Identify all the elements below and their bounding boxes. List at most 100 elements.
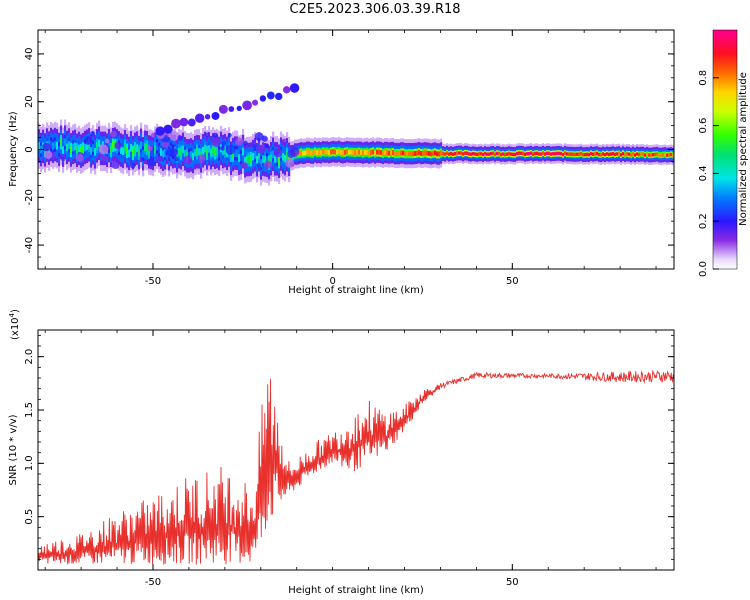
heatmap-cell xyxy=(556,151,559,156)
heatmap-cell xyxy=(276,155,279,163)
heatmap-blob xyxy=(104,138,110,144)
heatmap-cell xyxy=(514,152,517,157)
heatmap-blob xyxy=(228,106,235,112)
heatmap-cell xyxy=(348,149,351,155)
heatmap-cell xyxy=(190,151,193,159)
heatmap-cell xyxy=(112,140,115,149)
heatmap-cell xyxy=(82,145,85,154)
heatmap-cell xyxy=(350,149,353,155)
snr-multiplier-exp: 4 xyxy=(8,312,16,317)
heatmap-cell xyxy=(562,152,565,157)
heatmap-cell xyxy=(442,151,445,156)
heatmap-cell xyxy=(508,151,511,156)
heatmap-cell xyxy=(132,148,135,157)
heatmap-cell xyxy=(330,149,333,155)
heatmap-cell xyxy=(522,151,525,156)
heatmap-cell xyxy=(146,143,149,152)
heatmap-blob xyxy=(242,100,252,111)
heatmap-cell xyxy=(476,152,479,157)
heatmap-cell xyxy=(302,150,305,156)
heatmap-blob xyxy=(227,132,232,138)
heatmap-cell xyxy=(334,149,337,155)
heatmap-cell xyxy=(96,142,99,150)
heatmap-blob xyxy=(157,155,164,162)
heatmap-cell xyxy=(466,151,469,155)
heatmap-cell xyxy=(310,150,313,156)
heatmap-cell xyxy=(536,151,539,156)
heatmap-cell xyxy=(530,151,533,155)
heatmap-cell xyxy=(204,144,207,153)
heatmap-cell xyxy=(346,149,349,155)
heatmap-cell xyxy=(658,153,661,157)
heatmap-cell xyxy=(526,152,529,156)
heatmap-cell xyxy=(142,149,145,158)
heatmap-cell xyxy=(384,150,387,156)
heatmap-cell xyxy=(632,152,635,156)
heatmap-cell xyxy=(216,147,219,156)
heatmap-cell xyxy=(370,150,373,156)
heatmap-blob xyxy=(220,145,225,151)
heatmap-cell xyxy=(126,147,129,155)
heatmap-cell xyxy=(468,152,471,156)
heatmap-cell xyxy=(38,142,41,150)
heatmap-cell xyxy=(136,144,139,152)
heatmap-blob xyxy=(164,149,172,156)
heatmap-cell xyxy=(286,150,289,159)
heatmap-cell xyxy=(320,150,323,156)
snr-y-label: SNR (10 * v/v) xyxy=(8,414,19,485)
heatmap-cell xyxy=(498,151,501,156)
heatmap-cell xyxy=(218,149,221,158)
spectrogram-heatmap xyxy=(38,83,674,186)
heatmap-cell xyxy=(210,148,213,157)
heatmap-cell xyxy=(304,150,307,156)
heatmap-cell xyxy=(362,150,365,156)
heatmap-cell xyxy=(668,153,671,157)
heatmap-blob xyxy=(44,150,53,159)
heatmap-cell xyxy=(192,152,195,161)
heatmap-blob xyxy=(218,104,228,114)
heatmap-cell xyxy=(650,153,653,157)
heatmap-blob xyxy=(225,144,236,155)
heatmap-blob xyxy=(194,113,205,123)
heatmap-blob xyxy=(60,156,66,162)
heatmap-cell xyxy=(360,149,363,155)
colorbar-gradient xyxy=(712,29,738,270)
heatmap-blob xyxy=(150,132,156,138)
heatmap-cell xyxy=(376,149,379,155)
heatmap-cell xyxy=(588,152,591,157)
heatmap-cell xyxy=(494,152,497,157)
heatmap-cell xyxy=(242,147,245,156)
heatmap-blob xyxy=(110,130,117,138)
heatmap-cell xyxy=(624,152,627,157)
heatmap-blob xyxy=(42,142,51,152)
heatmap-cell xyxy=(642,152,645,156)
heatmap-cell xyxy=(214,148,217,157)
heatmap-cell xyxy=(92,144,95,152)
heatmap-cell xyxy=(152,149,155,158)
heatmap-cell xyxy=(60,138,63,147)
heatmap-blob xyxy=(221,141,227,146)
heatmap-cell xyxy=(364,150,367,155)
heatmap-cell xyxy=(332,149,335,154)
heatmap-blob xyxy=(89,131,96,137)
heatmap-cell xyxy=(652,152,655,157)
heatmap-blob xyxy=(198,154,206,162)
heatmap-cell xyxy=(552,152,555,156)
heatmap-cell xyxy=(434,150,437,156)
colorbar-tick-label: 0.4 xyxy=(698,165,709,181)
heatmap-blob xyxy=(183,155,193,165)
heatmap-cell xyxy=(324,149,327,155)
heatmap-cell xyxy=(446,151,449,155)
heatmap-cell xyxy=(458,151,461,155)
heatmap-cell xyxy=(620,153,623,157)
heatmap-cell xyxy=(460,151,463,155)
heatmap-blob xyxy=(256,163,261,168)
x-tick-label: 50 xyxy=(506,276,519,287)
heatmap-cell xyxy=(282,153,285,161)
heatmap-cell xyxy=(592,152,595,156)
heatmap-blob xyxy=(254,132,264,141)
heatmap-cell xyxy=(98,139,101,148)
heatmap-blob xyxy=(98,144,109,155)
heatmap-cell xyxy=(124,142,127,151)
heatmap-cell xyxy=(258,151,261,159)
